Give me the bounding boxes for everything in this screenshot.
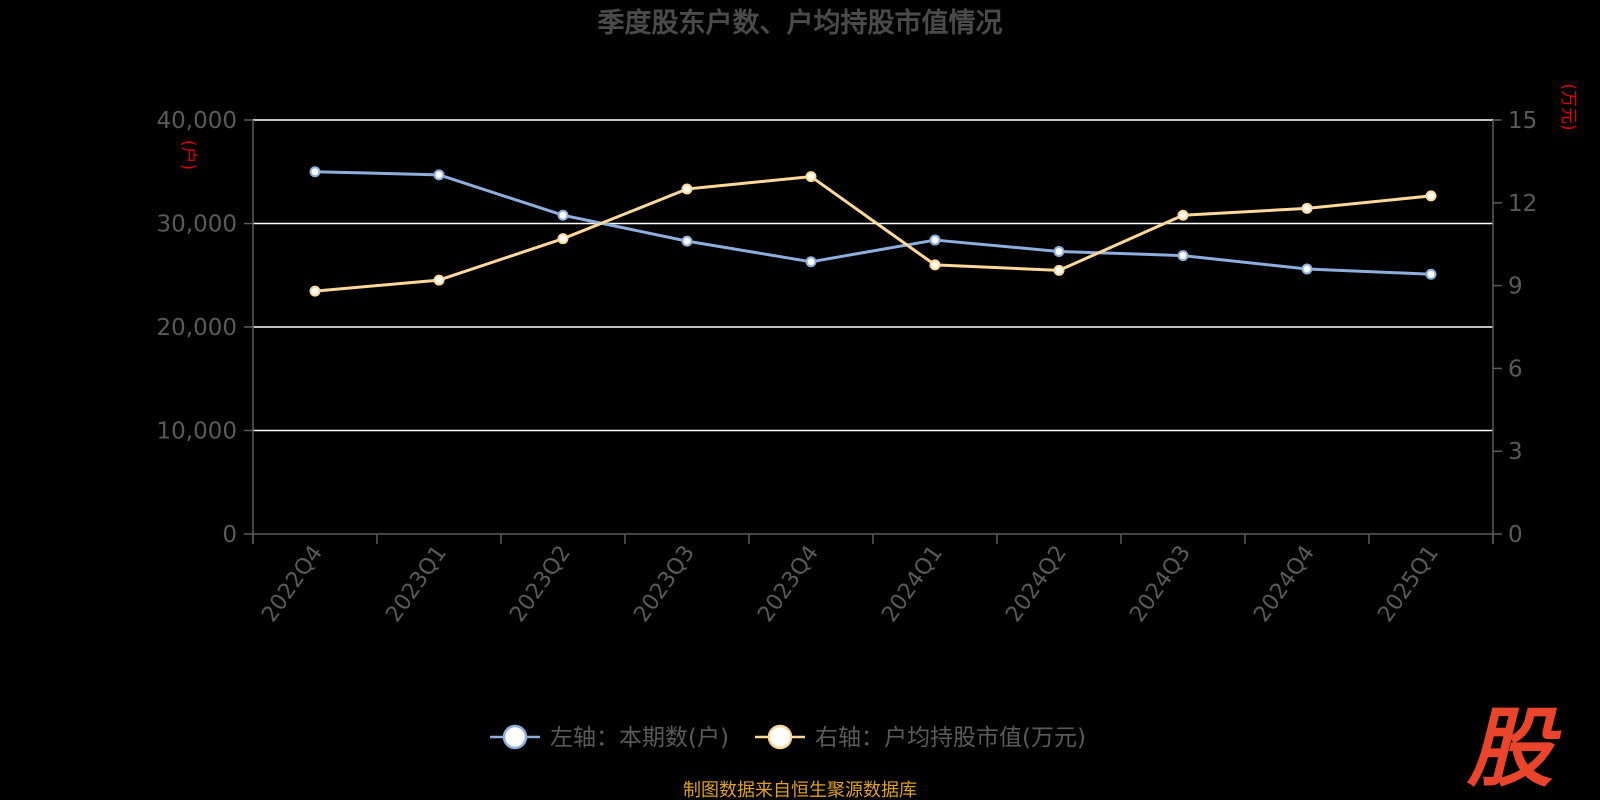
right-axis-tick-label: 9 bbox=[1508, 274, 1523, 300]
chart-title: 季度股东户数、户均持股市值情况 bbox=[598, 7, 1003, 39]
data-point[interactable] bbox=[309, 285, 321, 297]
x-axis-tick-label: 2023Q3 bbox=[629, 541, 700, 627]
right-axis-tick-label: 0 bbox=[1508, 522, 1523, 548]
data-point[interactable] bbox=[805, 256, 817, 268]
right-axis-unit: (万元) bbox=[1558, 83, 1578, 130]
gridlines bbox=[253, 119, 1493, 432]
x-axis-tick-label: 2022Q4 bbox=[257, 541, 328, 627]
data-point[interactable] bbox=[1177, 250, 1189, 262]
data-point[interactable] bbox=[1053, 264, 1065, 276]
brand-logo: 股 bbox=[1466, 699, 1562, 799]
data-point[interactable] bbox=[557, 209, 569, 221]
legend-label: 左轴：本期数(户) bbox=[550, 725, 729, 751]
left-axis-tick-label: 10,000 bbox=[157, 419, 237, 445]
legend-swatch-marker bbox=[502, 724, 528, 750]
legend-item-left-series[interactable]: 左轴：本期数(户) bbox=[490, 724, 729, 751]
x-axis-tick-label: 2024Q1 bbox=[877, 541, 948, 627]
x-axis-tick-label: 2024Q2 bbox=[1001, 541, 1072, 627]
data-point[interactable] bbox=[929, 259, 941, 271]
left-axis-tick-label: 0 bbox=[222, 522, 237, 548]
left-axis-unit: (户) bbox=[178, 140, 198, 170]
right-axis-tick-label: 3 bbox=[1508, 439, 1523, 465]
left-axis-tick-label: 40,000 bbox=[157, 108, 237, 134]
x-axis-tick-label: 2023Q2 bbox=[505, 541, 576, 627]
data-point[interactable] bbox=[1053, 245, 1065, 257]
data-point[interactable] bbox=[1301, 202, 1313, 214]
data-point[interactable] bbox=[433, 274, 445, 286]
data-source-note: 制图数据来自恒生聚源数据库 bbox=[683, 780, 917, 800]
legend: 左轴：本期数(户) 右轴：户均持股市值(万元) bbox=[490, 724, 1086, 751]
legend-label: 右轴：户均持股市值(万元) bbox=[815, 725, 1086, 751]
x-axis-tick-label: 2024Q3 bbox=[1125, 541, 1196, 627]
right-axis-tick-label: 12 bbox=[1508, 191, 1537, 217]
left-axis-tick-label: 20,000 bbox=[157, 315, 237, 341]
series-line-avg-holding-value bbox=[314, 175, 1432, 293]
data-point[interactable] bbox=[929, 234, 941, 246]
data-point[interactable] bbox=[557, 233, 569, 245]
data-point[interactable] bbox=[1301, 263, 1313, 275]
data-point[interactable] bbox=[1177, 209, 1189, 221]
right-axis-tick-label: 6 bbox=[1508, 356, 1523, 382]
data-point[interactable] bbox=[309, 166, 321, 178]
data-point[interactable] bbox=[681, 183, 693, 195]
right-axis-tick-label: 15 bbox=[1508, 108, 1537, 134]
x-axis-tick-label: 2023Q1 bbox=[381, 541, 452, 627]
series-line-shareholders bbox=[314, 170, 1432, 276]
series-lines bbox=[309, 166, 1437, 297]
x-axis-tick-label: 2025Q1 bbox=[1373, 541, 1444, 627]
data-point[interactable] bbox=[433, 169, 445, 181]
x-axis-tick-label: 2023Q4 bbox=[753, 541, 824, 627]
legend-swatch-marker bbox=[767, 724, 793, 750]
legend-item-right-series[interactable]: 右轴：户均持股市值(万元) bbox=[755, 724, 1086, 751]
axes: 0 10,000 20,000 30,000 40,000 0 3 6 9 12 15 2022Q4 2… bbox=[157, 108, 1538, 627]
left-axis-tick-label: 30,000 bbox=[157, 212, 237, 238]
data-point[interactable] bbox=[1425, 190, 1437, 202]
data-point[interactable] bbox=[1425, 268, 1437, 280]
x-axis-tick-label: 2024Q4 bbox=[1249, 541, 1320, 627]
data-point[interactable] bbox=[805, 171, 817, 183]
data-point[interactable] bbox=[681, 235, 693, 247]
